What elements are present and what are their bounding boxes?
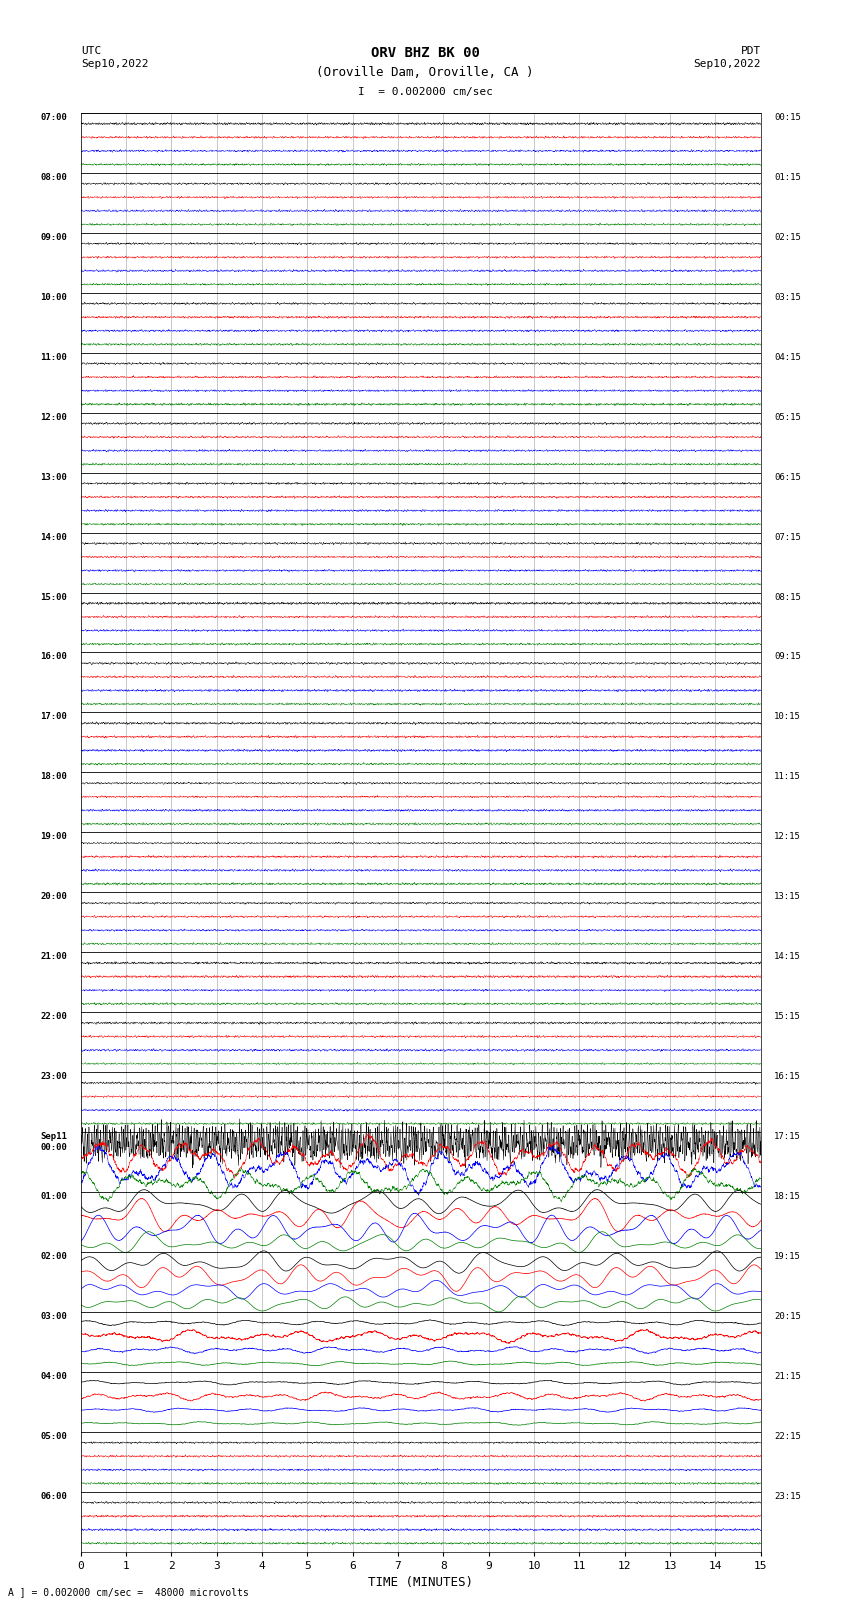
- Text: I  = 0.002000 cm/sec: I = 0.002000 cm/sec: [358, 87, 492, 97]
- Text: 21:15: 21:15: [774, 1371, 802, 1381]
- Text: 09:00: 09:00: [40, 232, 67, 242]
- Text: 23:15: 23:15: [774, 1492, 802, 1500]
- Text: 12:15: 12:15: [774, 832, 802, 842]
- Text: 23:00: 23:00: [40, 1073, 67, 1081]
- Text: A ] = 0.002000 cm/sec =  48000 microvolts: A ] = 0.002000 cm/sec = 48000 microvolts: [8, 1587, 249, 1597]
- Text: Sep11: Sep11: [40, 1132, 67, 1140]
- Text: 20:00: 20:00: [40, 892, 67, 902]
- Text: 12:00: 12:00: [40, 413, 67, 421]
- Text: 10:15: 10:15: [774, 713, 802, 721]
- Text: 07:15: 07:15: [774, 532, 802, 542]
- Text: 07:00: 07:00: [40, 113, 67, 123]
- Text: 03:15: 03:15: [774, 294, 802, 302]
- Text: 21:00: 21:00: [40, 952, 67, 961]
- Text: 13:00: 13:00: [40, 473, 67, 482]
- Text: 00:15: 00:15: [774, 113, 802, 123]
- Text: 18:00: 18:00: [40, 773, 67, 781]
- Text: 19:15: 19:15: [774, 1252, 802, 1261]
- Text: 14:00: 14:00: [40, 532, 67, 542]
- Text: 04:15: 04:15: [774, 353, 802, 361]
- Text: 09:15: 09:15: [774, 653, 802, 661]
- Text: 05:00: 05:00: [40, 1432, 67, 1440]
- Text: 03:00: 03:00: [40, 1311, 67, 1321]
- X-axis label: TIME (MINUTES): TIME (MINUTES): [368, 1576, 473, 1589]
- Text: 11:00: 11:00: [40, 353, 67, 361]
- Text: 01:15: 01:15: [774, 173, 802, 182]
- Text: 06:00: 06:00: [40, 1492, 67, 1500]
- Text: 15:15: 15:15: [774, 1013, 802, 1021]
- Text: 13:15: 13:15: [774, 892, 802, 902]
- Text: ORV BHZ BK 00: ORV BHZ BK 00: [371, 47, 479, 60]
- Text: 02:15: 02:15: [774, 232, 802, 242]
- Text: 17:00: 17:00: [40, 713, 67, 721]
- Text: 00:00: 00:00: [40, 1144, 67, 1152]
- Text: 16:00: 16:00: [40, 653, 67, 661]
- Text: 10:00: 10:00: [40, 294, 67, 302]
- Text: 19:00: 19:00: [40, 832, 67, 842]
- Text: 06:15: 06:15: [774, 473, 802, 482]
- Text: 02:00: 02:00: [40, 1252, 67, 1261]
- Text: 05:15: 05:15: [774, 413, 802, 421]
- Text: 08:00: 08:00: [40, 173, 67, 182]
- Text: 11:15: 11:15: [774, 773, 802, 781]
- Text: 22:15: 22:15: [774, 1432, 802, 1440]
- Text: UTC: UTC: [81, 47, 101, 56]
- Text: PDT: PDT: [740, 47, 761, 56]
- Text: (Oroville Dam, Oroville, CA ): (Oroville Dam, Oroville, CA ): [316, 66, 534, 79]
- Text: 15:00: 15:00: [40, 592, 67, 602]
- Text: Sep10,2022: Sep10,2022: [694, 60, 761, 69]
- Text: 04:00: 04:00: [40, 1371, 67, 1381]
- Text: Sep10,2022: Sep10,2022: [81, 60, 148, 69]
- Text: 16:15: 16:15: [774, 1073, 802, 1081]
- Text: 22:00: 22:00: [40, 1013, 67, 1021]
- Text: 08:15: 08:15: [774, 592, 802, 602]
- Text: 17:15: 17:15: [774, 1132, 802, 1140]
- Text: 18:15: 18:15: [774, 1192, 802, 1202]
- Text: 20:15: 20:15: [774, 1311, 802, 1321]
- Text: 14:15: 14:15: [774, 952, 802, 961]
- Text: 01:00: 01:00: [40, 1192, 67, 1202]
